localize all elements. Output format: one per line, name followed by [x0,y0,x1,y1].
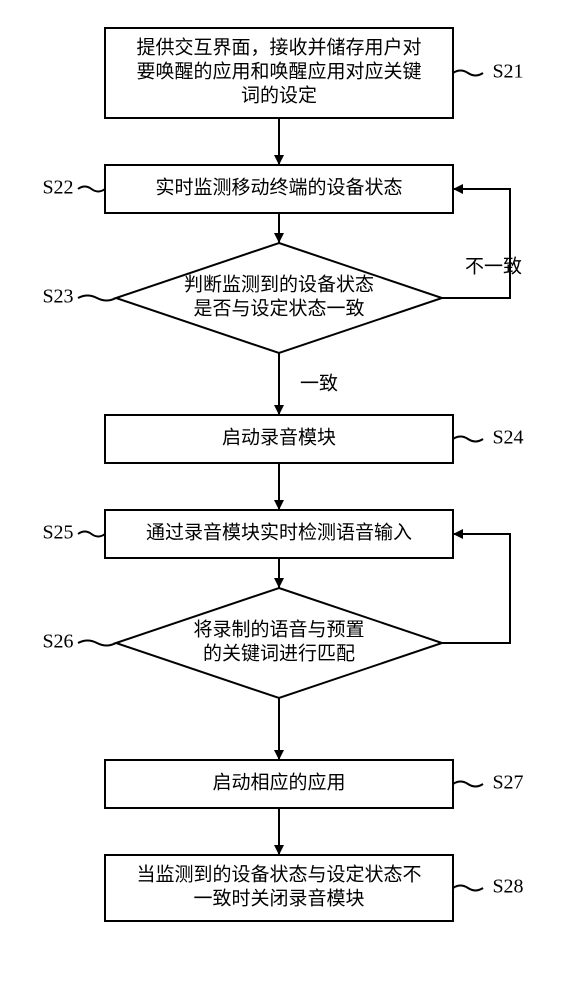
node-text-s21-0: 提供交互界面，接收并储存用户对 [136,36,421,58]
label-connector-s24 [453,437,483,442]
label-s28: S28 [492,876,523,898]
label-s24: S24 [492,427,523,449]
label-connector-s21 [453,71,483,76]
node-text-s23-1: 是否与设定状态一致 [193,297,364,319]
edge-text-3: 不一致 [465,255,522,277]
label-connector-s22 [78,187,105,192]
node-text-s24-0: 启动录音模块 [222,426,336,448]
node-text-s21-1: 要唤醒的应用和唤醒应用对应关键 [136,60,421,82]
label-s25: S25 [42,522,73,544]
node-text-s27-0: 启动相应的应用 [212,771,345,793]
node-text-s25-0: 通过录音模块实时检测语音输入 [146,521,412,543]
node-text-s28-0: 当监测到的设备状态与设定状态不 [136,863,421,885]
label-s22: S22 [42,177,73,199]
node-text-s28-1: 一致时关闭录音模块 [193,887,364,909]
node-text-s23-0: 判断监测到的设备状态 [184,273,374,295]
label-connector-s23 [78,296,116,301]
node-text-s26-0: 将录制的语音与预置 [193,618,364,640]
edge-text-2: 一致 [300,372,338,394]
node-text-s22-0: 实时监测移动终端的设备状态 [155,176,402,198]
label-s26: S26 [42,631,73,653]
label-connector-s26 [78,641,116,646]
node-text-s26-1: 的关键词进行匹配 [203,642,355,664]
label-s27: S27 [492,772,523,794]
label-connector-s27 [453,782,483,787]
label-s23: S23 [42,286,73,308]
label-s21: S21 [492,61,523,83]
label-connector-s28 [453,886,483,891]
node-text-s21-2: 词的设定 [241,84,317,106]
flowchart: 一致 不一致 提供交互界面，接收并储存用户对要唤醒的应用和唤醒应用对应关键词的设定… [0,0,573,1000]
label-connector-s25 [78,532,105,537]
